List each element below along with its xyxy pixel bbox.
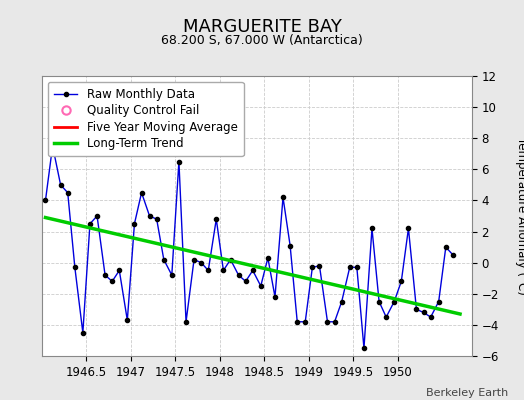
Raw Monthly Data [369,226,375,231]
Raw Monthly Data [198,260,204,265]
Text: 68.200 S, 67.000 W (Antarctica): 68.200 S, 67.000 W (Antarctica) [161,34,363,47]
Text: Berkeley Earth: Berkeley Earth [426,388,508,398]
Raw Monthly Data [49,144,56,148]
Legend: Raw Monthly Data, Quality Control Fail, Five Year Moving Average, Long-Term Tren: Raw Monthly Data, Quality Control Fail, … [48,82,244,156]
Raw Monthly Data [42,198,49,203]
Raw Monthly Data [316,263,323,268]
Raw Monthly Data [280,195,286,200]
Text: MARGUERITE BAY: MARGUERITE BAY [182,18,342,36]
Raw Monthly Data [302,319,309,324]
Raw Monthly Data [58,182,64,187]
Y-axis label: Temperature Anomaly (°C): Temperature Anomaly (°C) [516,137,524,295]
Line: Raw Monthly Data: Raw Monthly Data [43,144,455,350]
Raw Monthly Data [450,252,456,257]
Raw Monthly Data [361,346,367,351]
